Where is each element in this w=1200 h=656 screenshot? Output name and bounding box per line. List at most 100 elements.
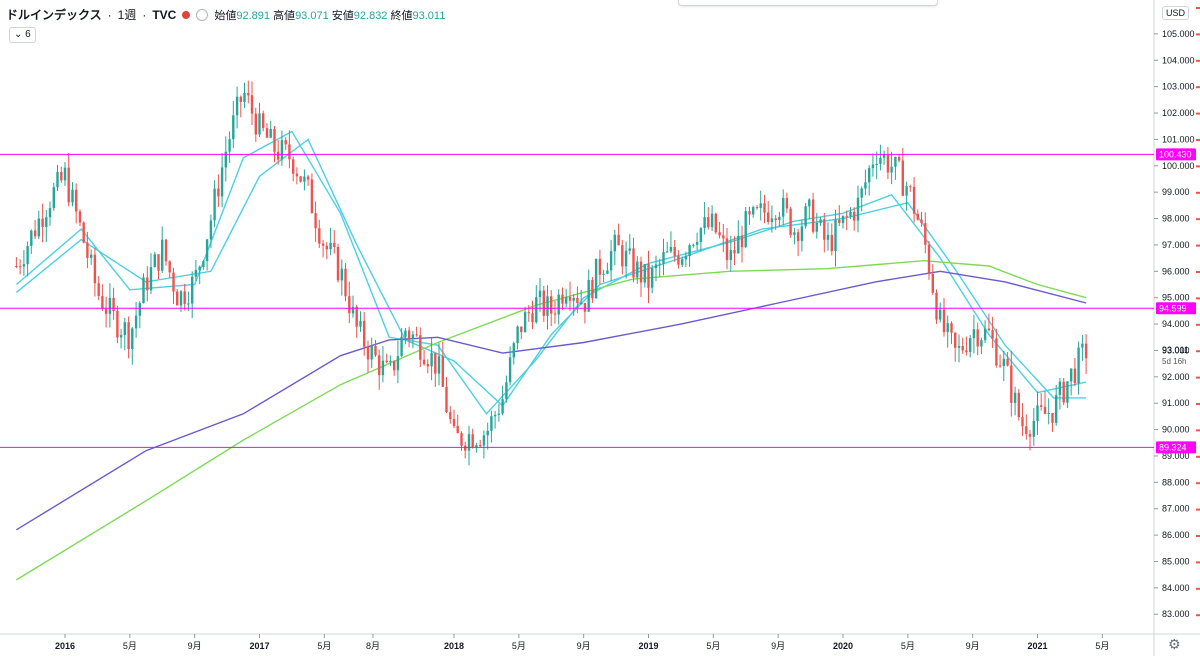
candle-body [673, 247, 676, 256]
separator-dot: · [107, 7, 112, 22]
candle-body [71, 189, 74, 203]
candle-body [729, 250, 732, 260]
candle-body [718, 232, 721, 236]
candle-body [157, 254, 160, 271]
x-tick-label: 2020 [833, 641, 853, 651]
y-tick-label: 95.000 [1162, 293, 1190, 303]
candle-body [280, 140, 284, 160]
candle-body [351, 306, 355, 314]
x-tick-label: 5月 [1095, 641, 1109, 651]
settings-gear-icon[interactable]: ⚙ [1168, 636, 1181, 652]
candle-body [419, 335, 422, 360]
candle-body [415, 334, 418, 336]
candle-body [254, 113, 257, 135]
candle-body [475, 445, 478, 448]
interval-label[interactable]: 1週 [117, 8, 137, 22]
candle-body [950, 323, 953, 333]
candle-body [924, 223, 927, 245]
candle-body [920, 219, 923, 223]
candle-body [467, 434, 471, 451]
candle-body [407, 330, 411, 339]
candle-body [142, 277, 145, 304]
candle-body [628, 248, 631, 251]
candle-body [714, 213, 717, 233]
candle-body [538, 290, 542, 298]
candle-body [93, 254, 97, 284]
candle-body [393, 360, 396, 371]
candle-body [161, 239, 164, 271]
candle-body [18, 266, 22, 268]
y-tick-label: 90.000 [1162, 425, 1190, 435]
level-label: 94.599 [1159, 303, 1187, 313]
candle-body [939, 309, 942, 320]
candle-body [471, 434, 474, 448]
candle-body [434, 352, 437, 374]
candle-body [617, 234, 620, 246]
candle-body [561, 294, 564, 304]
y-tick-label: 100.000 [1162, 161, 1195, 171]
candle-body [400, 336, 403, 357]
candle-body [553, 313, 557, 315]
candle-body [609, 251, 613, 271]
candle-body [490, 416, 493, 431]
top-toolbar-box [678, 0, 938, 6]
candle-body [456, 425, 459, 434]
candle-body [63, 167, 67, 181]
moving-average-line [15, 138, 1087, 407]
candle-body [808, 199, 811, 207]
indicators-toggle[interactable]: ⌄ 6 [9, 27, 36, 43]
candle-body [172, 272, 175, 292]
candle-body [318, 228, 321, 244]
candle-body [624, 250, 628, 267]
candle-body [224, 151, 227, 168]
candle-body [303, 176, 306, 182]
candle-body [796, 232, 800, 242]
candle-body [329, 242, 332, 250]
candle-body [205, 239, 209, 261]
candle-body [501, 399, 504, 414]
candle-body [422, 359, 426, 365]
candle-body [882, 154, 886, 158]
candle-body [546, 296, 549, 316]
candle-body [621, 245, 624, 267]
x-tick-label: 2018 [444, 641, 464, 651]
candle-body [37, 218, 40, 237]
candle-body [493, 414, 497, 417]
candle-body [606, 270, 609, 274]
candle-body [60, 171, 63, 181]
candle-body [912, 186, 916, 214]
x-tick-label: 2019 [638, 641, 658, 651]
candle-body [1073, 368, 1077, 384]
candle-body [654, 264, 658, 269]
candle-body [310, 179, 314, 214]
candle-body [482, 435, 486, 446]
candle-body [149, 267, 153, 291]
y-tick-label: 84.000 [1162, 583, 1190, 593]
candle-body [935, 292, 938, 320]
candle-body [969, 338, 972, 353]
candle-body [176, 291, 179, 306]
candle-body [325, 245, 328, 250]
x-tick-label: 9月 [966, 641, 980, 651]
y-tick-label: 99.000 [1162, 187, 1190, 197]
candle-body [1077, 347, 1080, 384]
level-label: 89.324 [1159, 442, 1187, 452]
x-tick-label: 8月 [366, 641, 380, 651]
candle-body [363, 320, 366, 347]
candle-body [464, 445, 467, 451]
candle-body [901, 160, 904, 196]
candle-body [127, 322, 130, 349]
candle-body [430, 352, 433, 367]
candle-body [441, 356, 444, 387]
symbol-title[interactable]: ドルインデックス [6, 8, 102, 22]
candle-body [191, 276, 194, 304]
visibility-icon[interactable] [196, 8, 209, 21]
currency-badge[interactable]: USD [1162, 6, 1190, 20]
candle-body [41, 218, 44, 227]
chart-header: ドルインデックス · 1週 · TVC 始値92.891 高値93.071 安値… [6, 6, 445, 23]
candle-body [213, 188, 216, 221]
candle-body [987, 328, 991, 331]
candle-body [991, 330, 994, 339]
y-tick-label: 103.000 [1162, 82, 1195, 92]
